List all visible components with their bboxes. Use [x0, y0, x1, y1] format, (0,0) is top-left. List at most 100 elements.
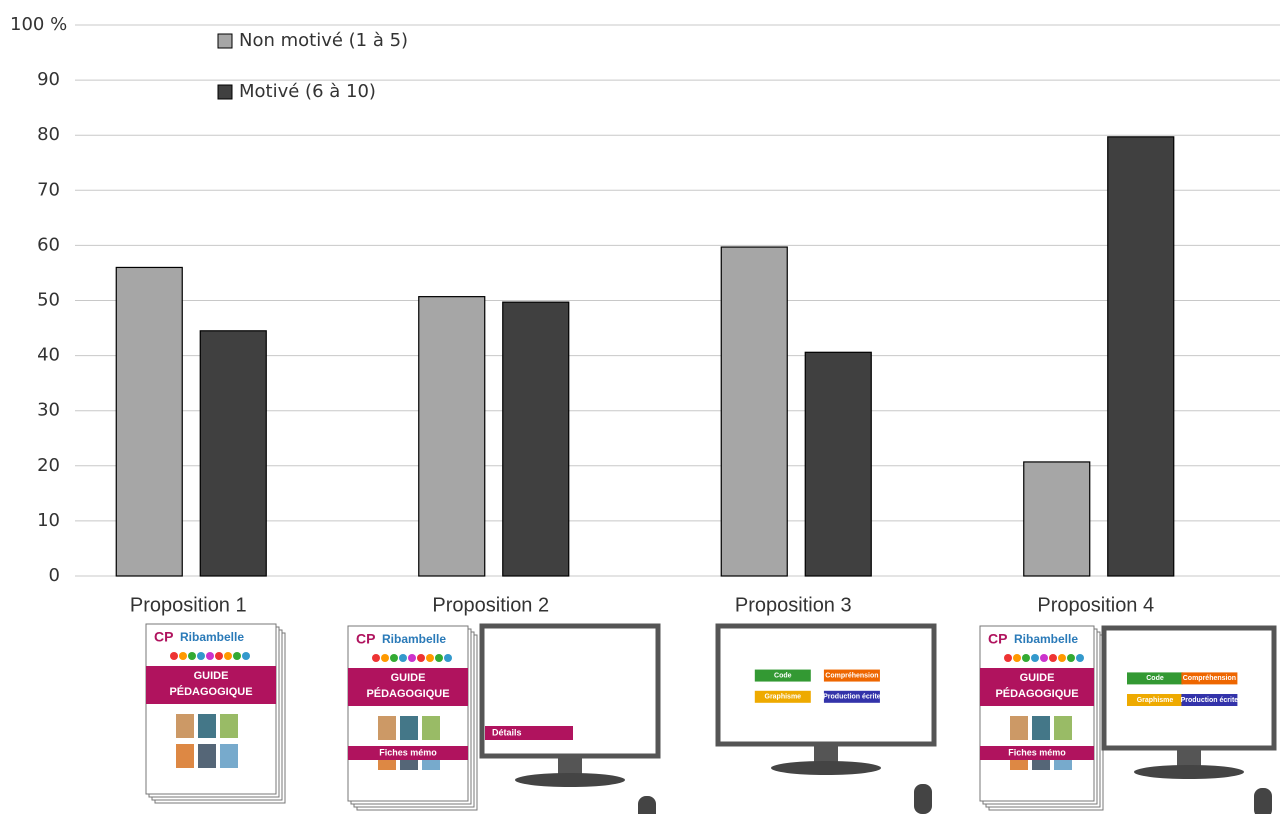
thumb [198, 714, 216, 738]
y-tick-label: 50 [37, 290, 60, 311]
y-tick-label: 30 [37, 400, 60, 421]
book-brand: Ribambelle [180, 630, 244, 644]
figure [188, 652, 196, 660]
figure [170, 652, 178, 660]
thumb [176, 714, 194, 738]
y-tick-label: 0 [49, 565, 60, 586]
book-illustration: CPRibambelleGUIDEPÉDAGOGIQUE [146, 624, 285, 803]
figure [224, 652, 232, 660]
book-illustration: CP Ribambelle GUIDE PÉDAGOGIQUE Fiches mémo [348, 626, 477, 810]
figure [444, 654, 452, 662]
figure [197, 652, 205, 660]
thumb [220, 714, 238, 738]
legend-swatch [218, 34, 232, 48]
bar [1108, 137, 1174, 576]
figure [1067, 654, 1075, 662]
y-tick-label: 40 [37, 345, 60, 366]
figure [1031, 654, 1039, 662]
bar [419, 297, 485, 576]
thumb [400, 716, 418, 740]
x-tick-label: Proposition 3 [735, 594, 852, 616]
figure [399, 654, 407, 662]
figure [206, 652, 214, 660]
bar [116, 267, 182, 576]
figure [242, 652, 250, 660]
book-guide: GUIDE [1020, 672, 1055, 684]
figure [1076, 654, 1084, 662]
figure [408, 654, 416, 662]
figure [1058, 654, 1066, 662]
figure [381, 654, 389, 662]
node-label: Compréhension [825, 672, 878, 679]
node-label: Production écrite [1181, 697, 1239, 704]
base [515, 773, 625, 787]
figure [1040, 654, 1048, 662]
figure [1049, 654, 1057, 662]
book-peda: PÉDAGOGIQUE [366, 687, 449, 700]
y-tick-label: 90 [37, 69, 60, 90]
page-edge [348, 626, 468, 801]
bar [721, 247, 787, 576]
figure [1004, 654, 1012, 662]
figure [372, 654, 380, 662]
screen [1104, 628, 1274, 748]
figure [1013, 654, 1021, 662]
y-tick-label: 60 [37, 234, 60, 255]
book-peda: PÉDAGOGIQUE [995, 687, 1078, 700]
legend-label: Non motivé (1 à 5) [239, 30, 408, 51]
x-tick-label: Proposition 4 [1037, 594, 1154, 616]
figure [435, 654, 443, 662]
figure [233, 652, 241, 660]
node-label: Graphisme [1137, 697, 1174, 704]
figure [179, 652, 187, 660]
thumb [422, 716, 440, 740]
book-cp: CP [356, 631, 375, 647]
book-guide: GUIDE [391, 672, 426, 684]
figure [390, 654, 398, 662]
chart: 0 10 20 30 40 50 60 70 80 90 100 % Non motivé (1 à … [0, 0, 1280, 814]
y-tick-label: 100 % [10, 14, 67, 35]
bar [805, 352, 871, 576]
figure [426, 654, 434, 662]
thumb [1010, 716, 1028, 740]
book-memo: Fiches mémo [379, 747, 437, 757]
book-illustration: CP Ribambelle GUIDE PÉDAGOGIQUE Fiches mémo [980, 626, 1103, 810]
y-tick-label: 20 [37, 455, 60, 476]
mouse [914, 784, 932, 814]
mouse [638, 796, 656, 814]
y-tick-label: 80 [37, 124, 60, 145]
book-brand: Ribambelle [382, 632, 446, 646]
book-brand: Ribambelle [1014, 632, 1078, 646]
base [1134, 765, 1244, 779]
figure [215, 652, 223, 660]
thumb [198, 744, 216, 768]
thumb [220, 744, 238, 768]
book-cp: CP [154, 629, 173, 645]
thumb [1054, 716, 1072, 740]
page-edge [980, 626, 1094, 801]
book-guide: GUIDE [194, 670, 229, 682]
x-tick-label: Proposition 1 [130, 594, 247, 616]
page-edge [146, 624, 276, 794]
y-tick-label: 70 [37, 179, 60, 200]
monitor-illustration: Détails [482, 626, 658, 814]
node-label: Production écrite [823, 694, 881, 701]
legend-swatch [218, 85, 232, 99]
node-label: Code [1146, 675, 1164, 682]
x-tick-label: Proposition 2 [432, 594, 549, 616]
y-tick-label: 10 [37, 510, 60, 531]
bar [200, 331, 266, 576]
screen [718, 626, 934, 744]
mouse [1254, 788, 1272, 814]
thumb [1032, 716, 1050, 740]
monitor-illustration: Code Compréhension Graphisme Production écr… [718, 626, 934, 814]
figure [417, 654, 425, 662]
book-cp: CP [988, 631, 1007, 647]
page: {"chart_data": {"type": "bar", "categori… [0, 0, 1280, 814]
node-label: Code [774, 672, 792, 679]
node-label: Graphisme [765, 694, 802, 701]
bar [1024, 462, 1090, 576]
base [771, 761, 881, 775]
book-memo: Fiches mémo [1008, 747, 1066, 757]
